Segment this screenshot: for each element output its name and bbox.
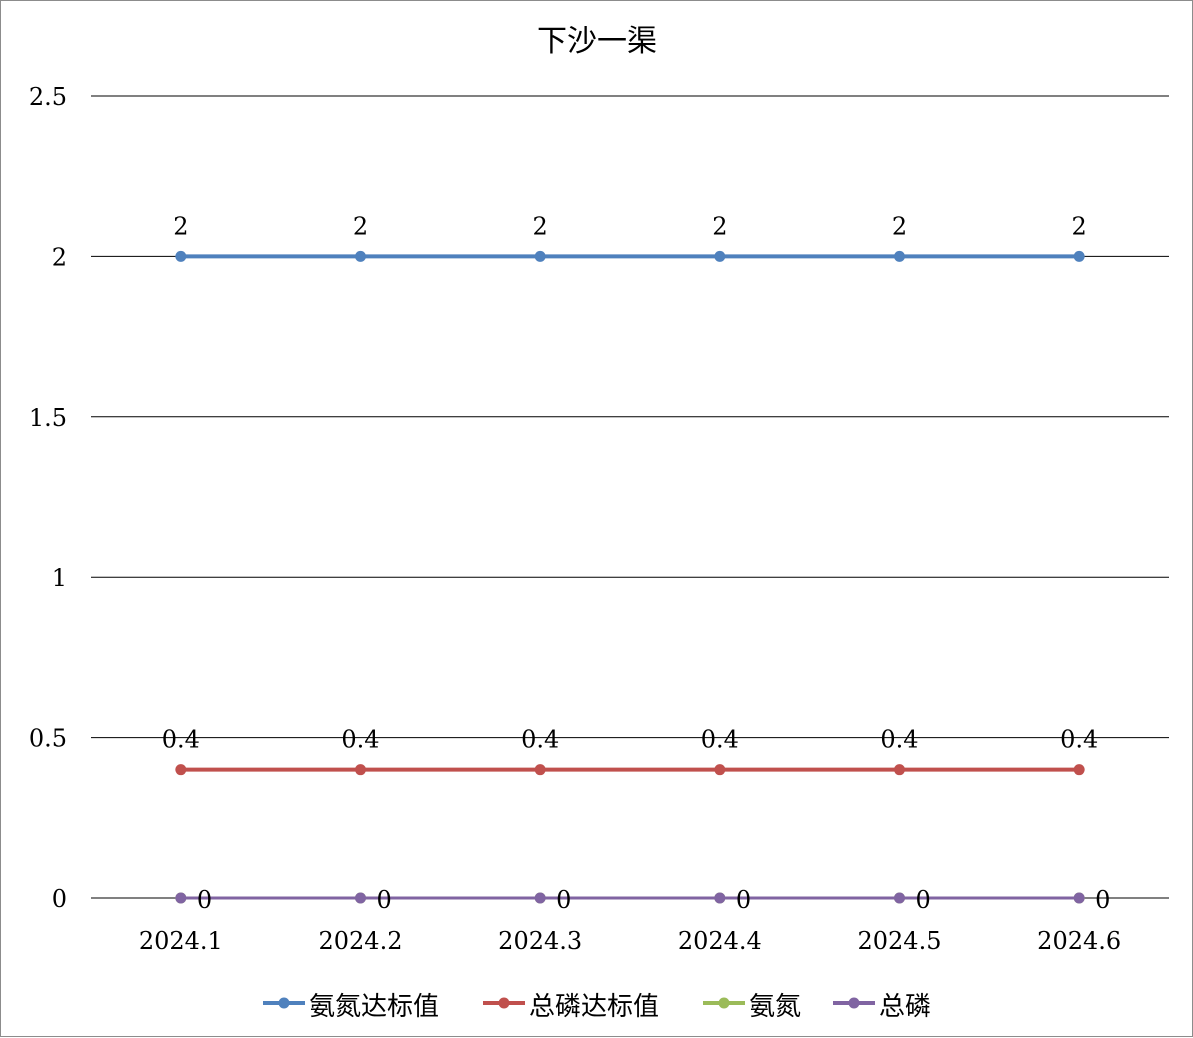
data-label: 0.4 bbox=[1060, 726, 1098, 754]
data-label: 2 bbox=[712, 212, 727, 240]
y-tick-label: 1 bbox=[52, 564, 67, 592]
data-point[interactable] bbox=[1073, 250, 1085, 262]
data-label: 2 bbox=[892, 212, 907, 240]
data-point[interactable] bbox=[355, 892, 366, 904]
data-point[interactable] bbox=[355, 764, 366, 776]
data-label: 0 bbox=[556, 886, 571, 914]
legend-label: 总磷 bbox=[879, 992, 931, 1022]
grid-lines bbox=[91, 95, 1169, 899]
data-label: 0.4 bbox=[341, 726, 379, 754]
legend-item[interactable]: 总磷 bbox=[833, 992, 931, 1022]
data-label: 0 bbox=[1095, 886, 1110, 914]
data-label: 2 bbox=[173, 212, 188, 240]
data-label: 0.4 bbox=[701, 726, 739, 754]
legend-swatch-marker bbox=[718, 997, 730, 1009]
data-label: 0.4 bbox=[880, 726, 918, 754]
series-layer bbox=[175, 250, 1085, 904]
data-point[interactable] bbox=[1073, 764, 1085, 776]
legend-swatch-marker bbox=[848, 997, 860, 1009]
data-label: 2 bbox=[533, 212, 548, 240]
data-point[interactable] bbox=[355, 250, 366, 262]
y-tick-label: 1.5 bbox=[29, 404, 67, 432]
legend-label: 氨氮达标值 bbox=[309, 992, 439, 1022]
x-tick-label: 2024.5 bbox=[858, 927, 942, 955]
data-point[interactable] bbox=[894, 764, 905, 776]
data-point[interactable] bbox=[534, 892, 546, 904]
x-tick-label: 2024.1 bbox=[139, 927, 223, 955]
x-tick-label: 2024.3 bbox=[498, 927, 582, 955]
y-axis-ticks: 0 0.5 1 1.5 2 2.5 bbox=[29, 83, 67, 913]
data-point[interactable] bbox=[534, 250, 546, 262]
data-point[interactable] bbox=[175, 892, 187, 904]
data-point[interactable] bbox=[534, 764, 546, 776]
x-tick-label: 2024.6 bbox=[1037, 927, 1121, 955]
y-tick-label: 0 bbox=[52, 885, 67, 913]
data-label: 2 bbox=[353, 212, 368, 240]
y-tick-label: 2.5 bbox=[29, 83, 67, 111]
y-tick-label: 0.5 bbox=[29, 725, 67, 753]
data-label: 0 bbox=[916, 886, 931, 914]
x-axis-ticks: 2024.1 2024.2 2024.3 2024.4 2024.5 2024.6 bbox=[139, 927, 1121, 955]
data-point[interactable] bbox=[714, 250, 726, 262]
data-point[interactable] bbox=[175, 250, 187, 262]
legend-swatch-marker bbox=[278, 997, 290, 1009]
data-label: 0 bbox=[377, 886, 392, 914]
data-label: 0.4 bbox=[521, 726, 559, 754]
legend-swatch-marker bbox=[498, 997, 510, 1009]
data-point[interactable] bbox=[714, 892, 726, 904]
data-label: 0.4 bbox=[162, 726, 200, 754]
data-label: 0 bbox=[197, 886, 212, 914]
legend-item[interactable]: 氨氮达标值 bbox=[263, 992, 439, 1022]
data-point[interactable] bbox=[175, 764, 187, 776]
data-point[interactable] bbox=[1073, 892, 1085, 904]
legend-item[interactable]: 氨氮 bbox=[703, 992, 801, 1022]
data-point[interactable] bbox=[714, 764, 726, 776]
series-1 bbox=[175, 250, 1085, 262]
y-tick-label: 2 bbox=[52, 243, 67, 271]
data-label: 2 bbox=[1072, 212, 1087, 240]
series-2 bbox=[175, 764, 1085, 776]
x-tick-label: 2024.2 bbox=[319, 927, 403, 955]
chart-title: 下沙一渠 bbox=[537, 24, 657, 59]
series-4 bbox=[175, 892, 1085, 904]
x-tick-label: 2024.4 bbox=[678, 927, 762, 955]
data-point[interactable] bbox=[894, 892, 905, 904]
data-label: 0 bbox=[736, 886, 751, 914]
legend[interactable]: 氨氮达标值 总磷达标值 氨氮 总磷 bbox=[263, 992, 931, 1022]
legend-item[interactable]: 总磷达标值 bbox=[483, 992, 659, 1022]
data-labels: 2 2 2 2 2 2 0.4 0.4 0.4 0.4 0.4 0.4 0 0 0 0 0 0 bbox=[162, 212, 1111, 914]
legend-label: 氨氮 bbox=[749, 992, 801, 1022]
legend-label: 总磷达标值 bbox=[529, 992, 659, 1022]
data-point[interactable] bbox=[894, 250, 905, 262]
